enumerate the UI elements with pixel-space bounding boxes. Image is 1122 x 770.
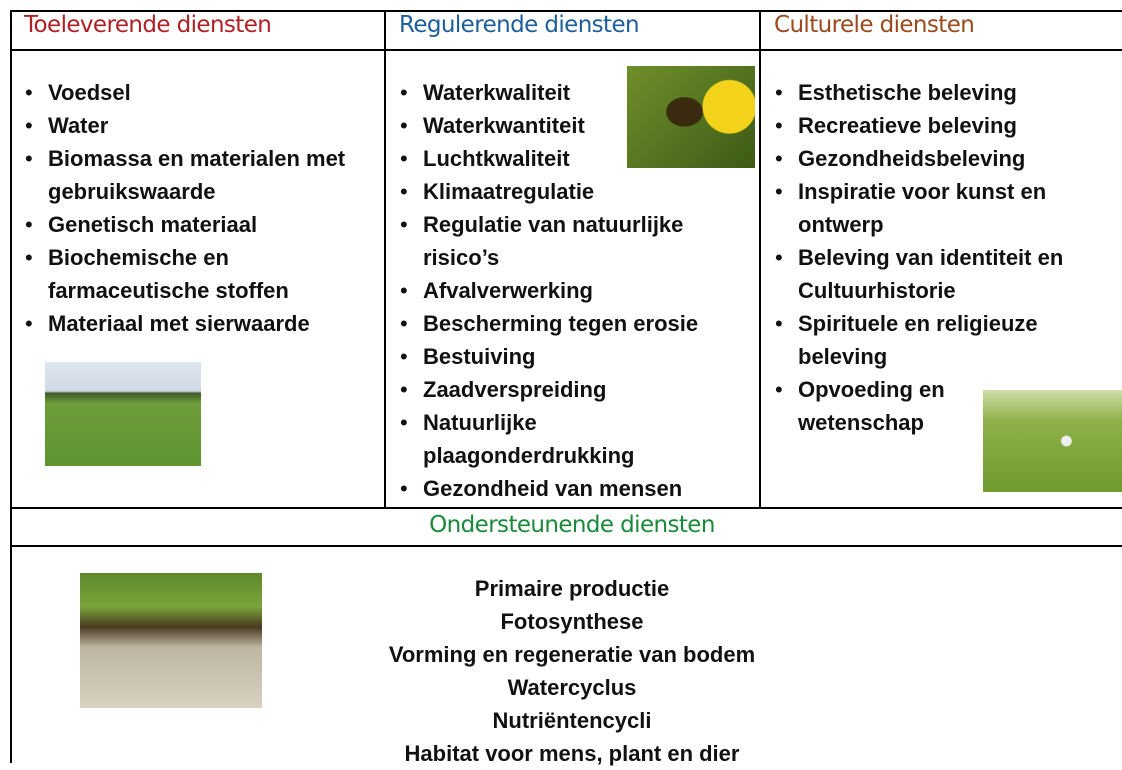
list-item: Water [23,109,353,142]
list-item: Beleving van identiteit en Cultuurhistor… [773,241,1113,307]
list-item: Afvalverwerking [398,274,748,307]
list-item: Recreatieve beleving [773,109,1113,142]
list-item: Bescherming tegen erosie [398,307,748,340]
column-title: Regulerende diensten [399,12,640,38]
border [384,10,386,508]
border [10,49,1122,51]
list-item: Habitat voor mens, plant en dier [404,741,740,766]
soil-image [80,573,262,708]
list-item: Zaadverspreiding [398,373,748,406]
list-item: Gezondheid van mensen [398,472,748,505]
list-item: Regulatie van natuurlijke risico’s [398,208,748,274]
list-item: Biomassa en materialen met gebruikswaard… [23,142,353,208]
field-image [45,362,201,466]
list-item: Waterkwantiteit [398,109,748,142]
list-item: Gezondheidsbeleving [773,142,1113,175]
list-item: Bestuiving [398,340,748,373]
list: WaterkwaliteitWaterkwantiteitLuchtkwalit… [398,76,748,505]
border [759,10,761,508]
column-title: Culturele diensten [774,12,975,38]
list-item: Fotosynthese [500,609,644,634]
list-item: Materiaal met sierwaarde [23,307,353,340]
list-item: Waterkwaliteit [398,76,748,109]
list-item: Vorming en regeneratie van bodem [388,642,756,667]
list-item: Esthetische beleving [773,76,1113,109]
list-item: Spirituele en religieuze beleving [773,307,1113,373]
list-item: Voedsel [23,76,353,109]
list-item: Luchtkwaliteit [398,142,748,175]
hill-image [983,390,1122,492]
list-item: Inspiratie voor kunst en ontwerp [773,175,1113,241]
list-item: Nutriëntencycli [492,708,652,733]
list-item: Biochemische en farmaceutische stoffen [23,241,353,307]
list-item: Klimaatregulatie [398,175,748,208]
list: Esthetische belevingRecreatieve beleving… [773,76,1113,439]
list-item: Primaire productie [474,576,670,601]
border [10,545,1122,547]
section-title: Ondersteunende diensten [429,512,715,538]
bee-image [627,66,755,168]
list-item: Natuurlijke plaagonderdrukking [398,406,748,472]
list: Primaire productie Fotosynthese Vorming en… [272,572,872,770]
border [10,507,1122,509]
list-item: Genetisch materiaal [23,208,353,241]
list-item: Opvoeding en wetenschap [773,373,958,439]
list-item: Watercyclus [507,675,637,700]
border [10,10,1122,12]
border [10,10,12,763]
column-title: Toeleverende diensten [24,12,272,38]
list: VoedselWaterBiomassa en materialen met g… [23,76,353,340]
